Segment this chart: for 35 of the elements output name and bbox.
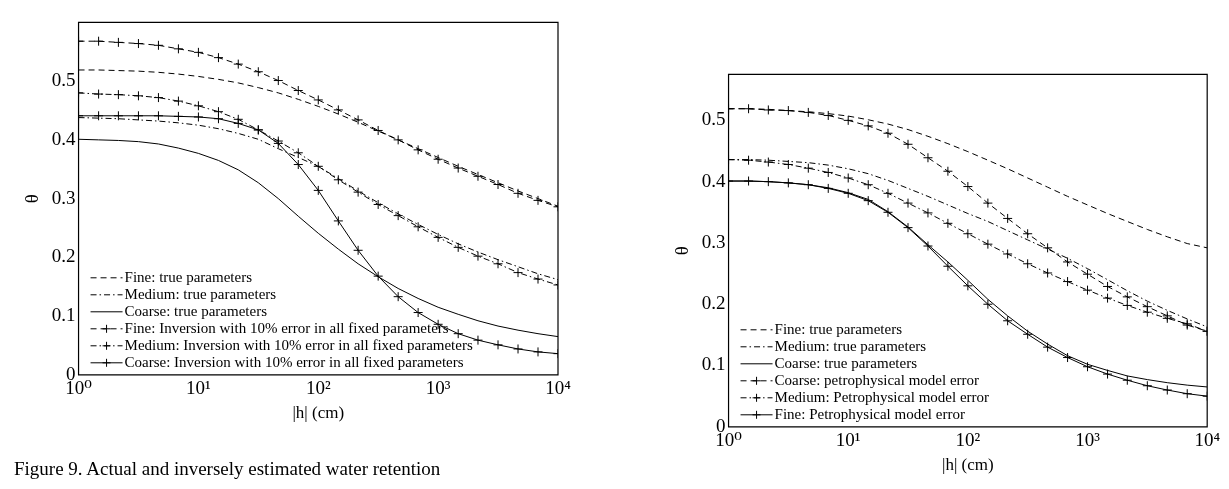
legend-label: Coarse: petrophysical model error bbox=[774, 371, 980, 388]
x-axis-title: |h| (cm) bbox=[292, 403, 345, 423]
y-tick-label: 0.1 bbox=[51, 304, 76, 326]
legend-label: Coarse: true parameters bbox=[124, 302, 268, 319]
legend-label: Coarse: true parameters bbox=[774, 354, 918, 371]
y-axis-title: θ bbox=[21, 194, 43, 204]
y-tick-label: 0.4 bbox=[51, 127, 77, 149]
legend-label: Fine: Inversion with 10% error in all fixed parameters bbox=[124, 319, 449, 336]
legend-label: Medium: Inversion with 10% error in all fixed parameters bbox=[124, 336, 473, 353]
y-tick-label: 0.2 bbox=[51, 245, 76, 267]
x-tick-label: 10² bbox=[305, 377, 331, 399]
y-tick-label: 0.4 bbox=[701, 169, 727, 191]
y-tick-label: 0.1 bbox=[701, 353, 726, 375]
x-tick-label: 10⁴ bbox=[1194, 429, 1221, 451]
legend-label: Fine: Petrophysical model error bbox=[774, 405, 965, 422]
y-axis-title: θ bbox=[671, 246, 693, 256]
legend-label: Coarse: Inversion with 10% error in all fixed parameters bbox=[124, 353, 464, 370]
x-tick-label: 10¹ bbox=[835, 429, 861, 451]
x-tick-label: 10² bbox=[955, 429, 981, 451]
y-tick-label: 0.2 bbox=[701, 292, 726, 314]
x-axis-title: |h| (cm) bbox=[942, 455, 994, 475]
caption: Figure 9. Actual and inversely estimated water retention bbox=[13, 458, 442, 480]
y-tick-label: 0.5 bbox=[701, 108, 726, 130]
legend-label: Medium: true parameters bbox=[124, 285, 277, 302]
y-tick-label: 0.3 bbox=[51, 186, 76, 208]
y-tick-label: 0.3 bbox=[701, 230, 726, 252]
legend-label: Fine: true parameters bbox=[124, 268, 253, 285]
legend-label: Medium: true parameters bbox=[774, 337, 927, 354]
x-tick-label: 10³ bbox=[425, 377, 451, 399]
legend-label: Fine: true parameters bbox=[774, 320, 903, 337]
x-tick-label: 10¹ bbox=[186, 377, 212, 399]
x-tick-label: 10³ bbox=[1075, 429, 1101, 451]
y-tick-label: 0.5 bbox=[51, 69, 76, 91]
legend-label: Medium: Petrophysical model error bbox=[774, 388, 990, 405]
x-tick-label: 10⁴ bbox=[545, 377, 572, 399]
